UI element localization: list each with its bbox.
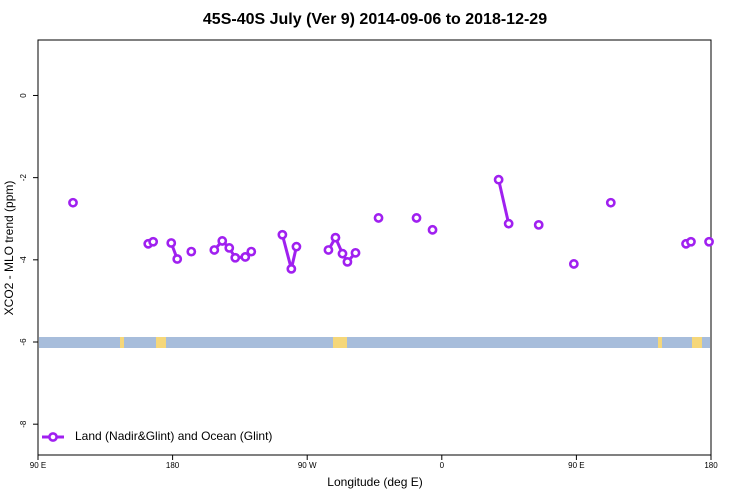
ocean-band [39,337,710,348]
y-tick-label: -4 [19,256,28,264]
point [230,252,241,263]
point [172,254,183,264]
x-axis-label: Longitude (deg E) [327,475,422,489]
point [568,259,579,269]
y-tick-label: -8 [19,420,28,428]
series-line [280,234,298,270]
point [277,229,288,240]
land-ocean-strip [39,337,710,348]
point [493,174,504,185]
x-tick-label: 90 W [298,461,317,470]
legend-label: Land (Nadir&Glint) and Ocean (Glint) [75,429,272,443]
point [217,236,228,246]
point [605,197,616,208]
point [503,218,514,229]
point [166,238,177,248]
point [246,246,257,257]
series-line [497,179,511,225]
point [186,246,197,257]
point [427,224,438,235]
legend-marker [48,432,58,442]
point [286,263,297,274]
y-tick-label: -2 [19,174,28,182]
point [148,236,159,247]
point [323,245,334,255]
y-tick-label: -6 [19,338,28,346]
chart-title: 45S-40S July (Ver 9) 2014-09-06 to 2018-… [203,11,547,28]
point [291,241,302,252]
point [350,247,361,258]
point [411,213,422,223]
point [330,232,341,243]
plot-frame [37,39,712,456]
y-tick-label: 0 [19,93,28,98]
x-tick-label: 90 E [568,461,584,470]
land-patch [120,337,124,348]
point [373,213,384,223]
point [686,236,696,247]
x-tick-label: 180 [704,461,718,470]
land-patch [658,337,662,348]
point [337,248,348,259]
point [224,243,235,253]
x-tick-label: 0 [440,461,445,470]
point [240,252,251,262]
land-patch [156,337,166,348]
point [342,256,353,267]
land-patch [333,337,347,348]
point [533,220,544,230]
land-patch [692,337,702,348]
point [209,245,220,255]
y-axis-label: XCO2 - MLO trend (ppm) [2,181,16,316]
x-tick-label: 90 E [30,461,46,470]
x-tick-label: 180 [166,461,180,470]
point [704,236,714,247]
point [68,197,78,208]
